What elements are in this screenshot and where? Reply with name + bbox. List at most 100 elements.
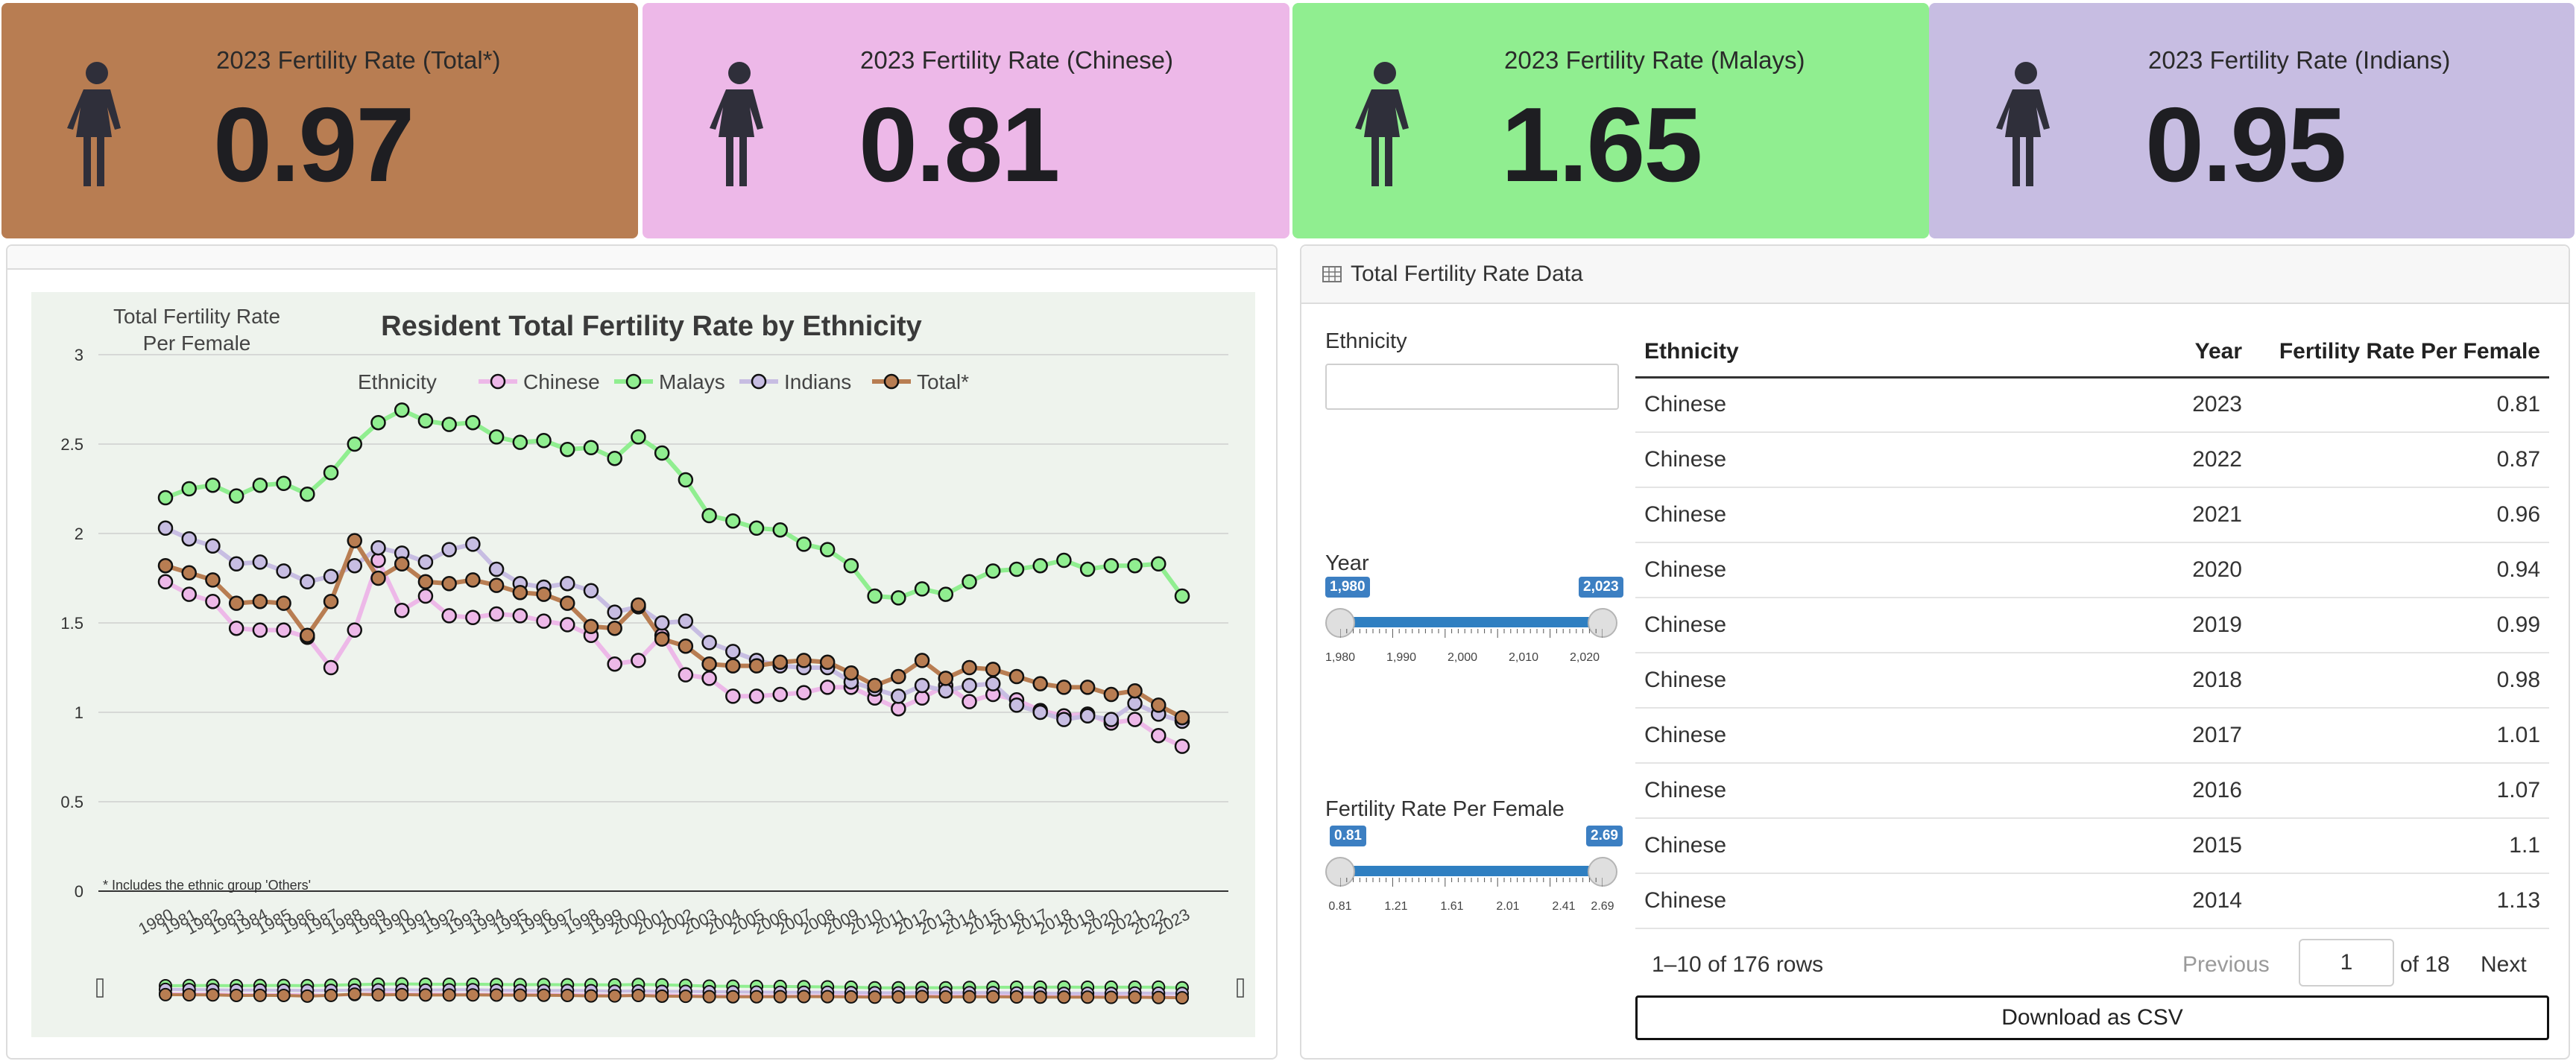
data-point[interactable]	[276, 622, 291, 638]
data-point[interactable]	[819, 680, 836, 695]
data-point[interactable]	[891, 688, 906, 704]
data-point[interactable]	[1103, 712, 1120, 727]
data-point[interactable]	[370, 552, 386, 569]
data-point[interactable]	[300, 574, 315, 590]
data-point[interactable]	[914, 581, 930, 597]
data-point[interactable]	[654, 445, 670, 461]
ethnicity-filter-input[interactable]	[1325, 364, 1619, 410]
data-point[interactable]	[252, 477, 268, 493]
download-csv-button[interactable]: Download as CSV	[1635, 995, 2549, 1040]
data-point[interactable]	[252, 554, 268, 570]
data-point[interactable]	[181, 531, 197, 547]
data-point[interactable]	[370, 414, 386, 431]
column-header-rate[interactable]: Fertility Rate Per Female	[2251, 328, 2549, 379]
data-point[interactable]	[843, 557, 859, 574]
data-point[interactable]	[701, 671, 717, 686]
data-point[interactable]	[394, 402, 410, 418]
data-point[interactable]	[962, 574, 977, 590]
data-point[interactable]	[181, 586, 197, 602]
range-handle-right[interactable]	[1237, 978, 1244, 998]
data-point[interactable]	[536, 586, 552, 602]
data-point[interactable]	[607, 450, 622, 466]
data-point[interactable]	[181, 481, 197, 497]
data-point[interactable]	[441, 608, 457, 624]
data-point[interactable]	[465, 572, 481, 588]
data-point[interactable]	[252, 622, 268, 638]
data-point[interactable]	[796, 536, 812, 552]
legend-item-chinese[interactable]: Chinese	[479, 370, 600, 393]
data-point[interactable]	[347, 533, 363, 548]
range-slider[interactable]	[96, 977, 1244, 1005]
data-point[interactable]	[417, 413, 434, 429]
data-point[interactable]	[938, 586, 954, 602]
data-point[interactable]	[157, 557, 174, 574]
data-point[interactable]	[891, 700, 906, 717]
data-point[interactable]	[631, 429, 646, 445]
data-point[interactable]	[347, 557, 363, 574]
data-point[interactable]	[867, 588, 883, 604]
range-handle-left[interactable]	[96, 978, 104, 998]
year-range-slider[interactable]: 1,980 2,023 1,980 1,990 2,000 2,010 2,02…	[1325, 577, 1623, 666]
data-point[interactable]	[583, 440, 599, 456]
data-point[interactable]	[276, 563, 291, 579]
legend-item-total[interactable]: Total*	[872, 370, 969, 393]
data-point[interactable]	[583, 618, 599, 635]
data-point[interactable]	[205, 572, 221, 588]
data-point[interactable]	[1174, 709, 1190, 726]
next-page-button[interactable]: Next	[2481, 952, 2527, 977]
column-header-ethnicity[interactable]: Ethnicity	[1635, 328, 2020, 379]
data-point[interactable]	[560, 617, 575, 633]
page-number-input[interactable]: 1	[2299, 939, 2394, 987]
data-point[interactable]	[181, 565, 197, 581]
data-point[interactable]	[985, 676, 1001, 691]
data-point[interactable]	[1174, 588, 1190, 604]
data-point[interactable]	[1079, 680, 1096, 695]
data-point[interactable]	[914, 690, 930, 706]
data-point[interactable]	[1056, 680, 1072, 695]
data-point[interactable]	[748, 520, 765, 536]
data-point[interactable]	[772, 522, 788, 538]
data-point[interactable]	[701, 635, 717, 650]
data-point[interactable]	[701, 656, 717, 672]
data-point[interactable]	[1008, 697, 1025, 713]
data-point[interactable]	[560, 441, 575, 457]
data-point[interactable]	[441, 575, 457, 592]
data-point[interactable]	[938, 683, 954, 699]
rate-range-slider[interactable]: 0.81 2.69 0.81 1.21 1.61 2.01 2.41 2.69	[1325, 826, 1623, 915]
data-point[interactable]	[748, 688, 765, 704]
data-point[interactable]	[370, 570, 386, 586]
data-point[interactable]	[1151, 727, 1167, 744]
data-point[interactable]	[465, 414, 481, 431]
legend-item-indians[interactable]: Indians	[739, 370, 851, 393]
data-point[interactable]	[701, 507, 717, 524]
data-point[interactable]	[725, 644, 741, 659]
data-point[interactable]	[228, 595, 244, 611]
data-point[interactable]	[347, 622, 363, 638]
data-point[interactable]	[323, 465, 339, 481]
data-point[interactable]	[1174, 738, 1190, 754]
data-point[interactable]	[1056, 712, 1072, 727]
data-point[interactable]	[796, 653, 812, 668]
data-point[interactable]	[1008, 561, 1025, 577]
previous-page-button[interactable]: Previous	[2182, 952, 2270, 977]
data-point[interactable]	[205, 593, 221, 609]
data-point[interactable]	[1079, 561, 1096, 577]
data-point[interactable]	[678, 613, 694, 629]
data-point[interactable]	[1032, 704, 1048, 721]
legend[interactable]: Ethnicity Chinese Malays Indians Total*	[358, 370, 969, 393]
data-point[interactable]	[323, 593, 339, 609]
data-point[interactable]	[725, 658, 741, 674]
data-point[interactable]	[985, 662, 1001, 677]
data-point[interactable]	[1032, 557, 1048, 574]
data-point[interactable]	[370, 539, 386, 556]
data-point[interactable]	[1008, 668, 1025, 685]
data-point[interactable]	[867, 677, 883, 694]
data-point[interactable]	[488, 577, 505, 593]
data-point[interactable]	[1127, 557, 1143, 574]
data-point[interactable]	[1127, 695, 1143, 712]
data-point[interactable]	[1127, 712, 1143, 727]
data-point[interactable]	[1056, 552, 1072, 569]
data-point[interactable]	[725, 513, 741, 529]
data-point[interactable]	[914, 653, 930, 668]
data-point[interactable]	[228, 620, 244, 636]
